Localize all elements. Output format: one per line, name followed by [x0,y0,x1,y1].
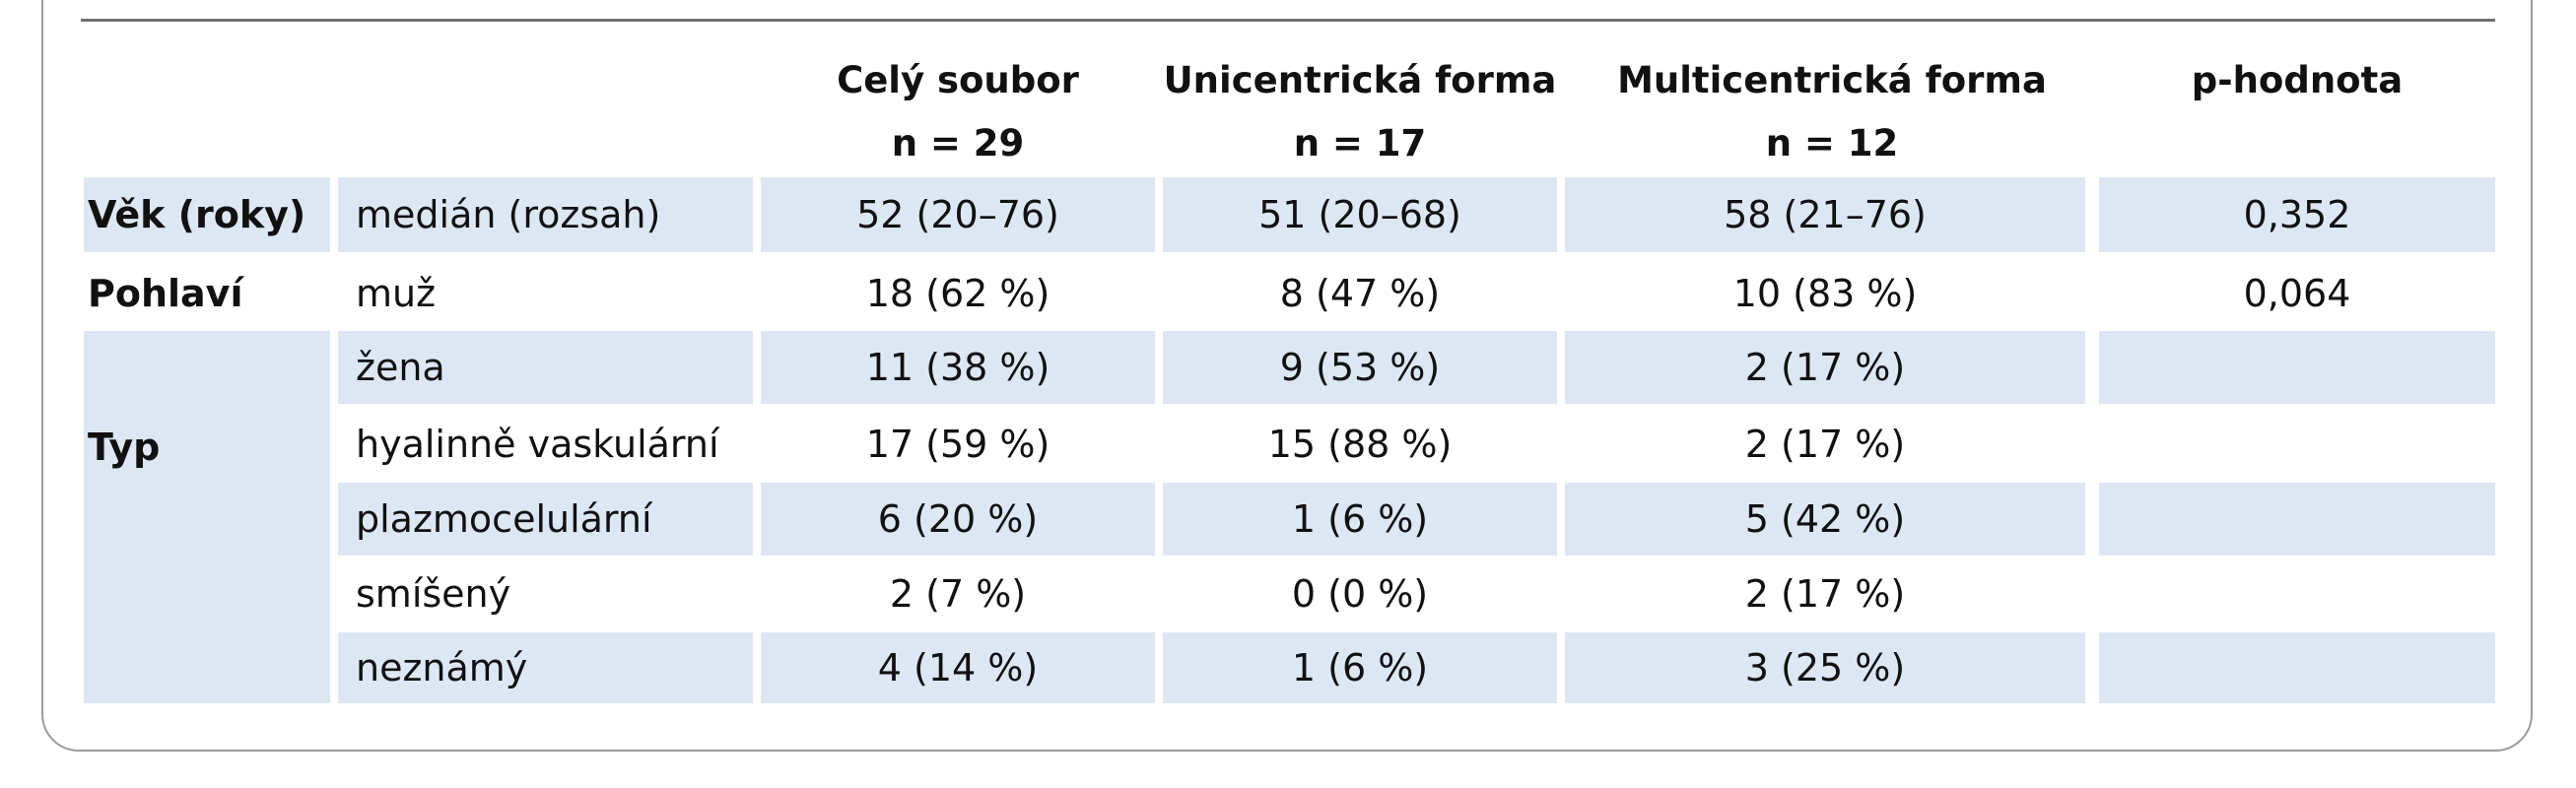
row-hyalinne-celkovy: 17 (59 %) [865,423,1051,466]
row-zena-multicentricka: 2 (17 %) [1565,331,2085,404]
group-pohlavi: Pohlaví [88,272,243,315]
row-smiseny-p [2099,558,2495,630]
row-muz-label: muž [356,272,437,315]
row-smiseny-unicentricka: 0 (0 %) [1291,572,1429,616]
row-zena-label: žena [338,331,753,404]
row-vek-unicentricka: 51 (20–68) [1163,177,1557,252]
row-plazmocelularni-label: plazmocelulární [338,483,753,556]
row-neznamy-unicentricka: 1 (6 %) [1163,632,1557,703]
table-frame [41,0,2533,752]
header-unicentricka-title: Unicentrická forma [1163,59,1557,101]
header-p-hodnota-title: p-hodnota [2191,59,2404,101]
header-p-hodnota: p-hodnota [2099,49,2495,112]
row-smiseny-celkovy: 2 (7 %) [889,572,1027,616]
row-plazmocelularni-unicentricka: 1 (6 %) [1163,483,1557,556]
row-vek-multicentricka: 58 (21–76) [1565,177,2085,252]
row-plazmocelularni-p [2099,483,2495,556]
row-neznamy-celkovy: 4 (14 %) [761,632,1155,703]
top-rule [81,19,2495,22]
header-unicentricka: Unicentrická forma n = 17 [1163,49,1557,175]
row-muz-unicentricka: 8 (47 %) [1279,272,1441,315]
row-neznamy-label: neznámý [338,632,753,703]
header-celkovy-n: n = 29 [891,122,1025,164]
row-vek-p: 0,352 [2099,177,2495,252]
header-multicentricka: Multicentrická forma n = 12 [1565,49,2099,175]
row-smiseny-multicentricka: 2 (17 %) [1744,572,1906,616]
row-hyalinne-unicentricka: 15 (88 %) [1267,423,1453,466]
row-neznamy-p [2099,632,2495,703]
row-hyalinne-multicentricka: 2 (17 %) [1744,423,1906,466]
row-vek-label: medián (rozsah) [338,177,753,252]
group-vek: Věk (roky) [84,177,330,252]
row-muz-multicentricka: 10 (83 %) [1732,272,1918,315]
row-hyalinne-p [2099,408,2495,481]
row-muz-celkovy: 18 (62 %) [865,272,1051,315]
group-pohlavi-filler [84,331,330,408]
row-smiseny-label: smíšený [356,572,511,616]
header-celkovy: Celý soubor n = 29 [761,49,1155,175]
header-multicentricka-n: n = 12 [1765,122,1899,164]
row-vek-celkovy: 52 (20–76) [761,177,1155,252]
row-zena-unicentricka: 9 (53 %) [1163,331,1557,404]
row-hyalinne-label: hyalinně vaskulární [356,423,719,466]
row-plazmocelularni-multicentricka: 5 (42 %) [1565,483,2085,556]
row-plazmocelularni-celkovy: 6 (20 %) [761,483,1155,556]
row-muz-p: 0,064 [2243,272,2351,315]
group-typ: Typ [84,408,330,703]
header-celkovy-title: Celý soubor [837,59,1079,101]
header-unicentricka-n: n = 17 [1293,122,1427,164]
header-multicentricka-title: Multicentrická forma [1617,59,2047,101]
row-neznamy-multicentricka: 3 (25 %) [1565,632,2085,703]
row-zena-p [2099,331,2495,404]
row-zena-celkovy: 11 (38 %) [761,331,1155,404]
